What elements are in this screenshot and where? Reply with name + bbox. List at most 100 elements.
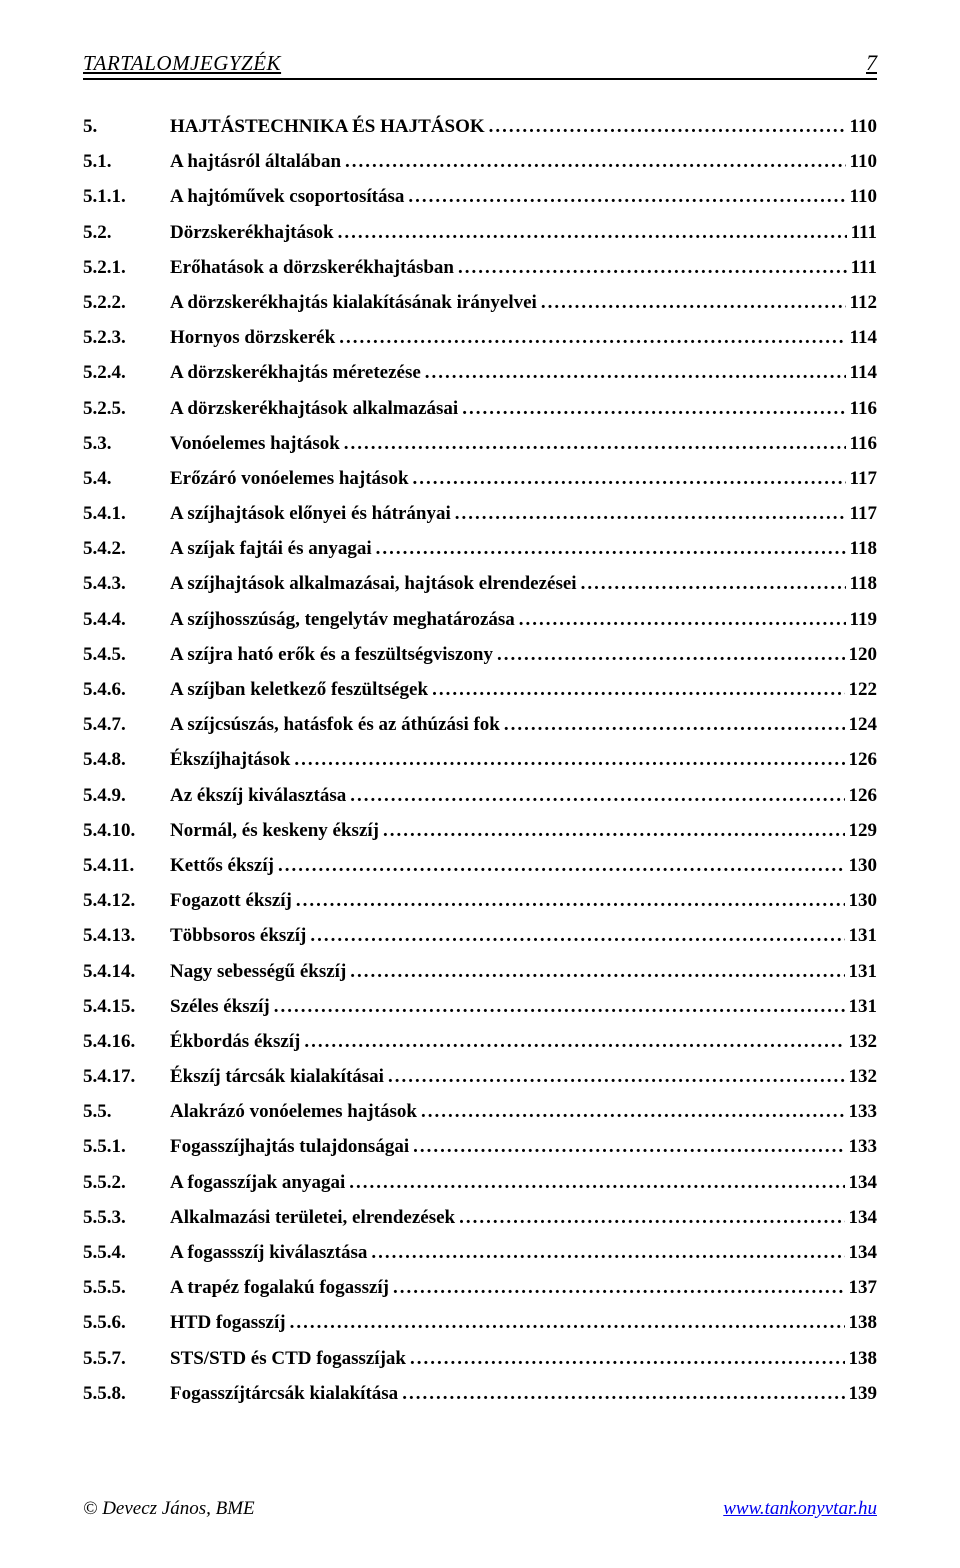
toc-leader-dots	[338, 222, 847, 244]
toc-entry-page: 112	[850, 292, 877, 314]
toc-entry-title: Fogasszíjtárcsák kialakítása	[170, 1383, 398, 1405]
author-name: Devecz János, BME	[102, 1498, 254, 1519]
toc-entry-page: 130	[849, 890, 878, 912]
toc-leader-dots	[294, 749, 844, 771]
toc-entry-number: 5.4.6.	[83, 679, 170, 701]
toc-entry-page: 114	[850, 327, 877, 349]
toc-leader-dots	[519, 609, 846, 631]
toc-entry-title: Alakrázó vonóelemes hajtások	[170, 1101, 417, 1123]
toc-entry-number: 5.5.8.	[83, 1383, 170, 1405]
toc-entry-title: Erőhatások a dörzskerékhajtásban	[170, 257, 454, 279]
toc-entry-number: 5.4.	[83, 468, 170, 490]
toc-entry-page: 131	[849, 961, 878, 983]
toc-entry: 5.5.5.A trapéz fogalakú fogasszíj137	[83, 1277, 877, 1299]
toc-entry-page: 129	[849, 820, 878, 842]
toc-entry-title: STS/STD és CTD fogasszíjak	[170, 1348, 406, 1370]
toc-leader-dots	[421, 1101, 845, 1123]
toc-entry-page: 132	[849, 1066, 878, 1088]
toc-leader-dots	[393, 1277, 844, 1299]
toc-entry-title: Nagy sebességű ékszíj	[170, 961, 346, 983]
toc-leader-dots	[296, 890, 845, 912]
toc-entry-number: 5.2.	[83, 222, 170, 244]
toc-entry-title: A dörzskerékhajtások alkalmazásai	[170, 398, 458, 420]
toc-entry-number: 5.4.3.	[83, 573, 170, 595]
toc-entry: 5.4.11.Kettős ékszíj130	[83, 855, 877, 877]
toc-leader-dots	[425, 362, 846, 384]
toc-leader-dots	[376, 538, 846, 560]
toc-entry-title: Hornyos dörzskerék	[170, 327, 335, 349]
page-header: TARTALOMJEGYZÉK 7	[83, 50, 877, 80]
toc-entry-title: A dörzskerékhajtás méretezése	[170, 362, 421, 384]
toc-entry-title: A szíjcsúszás, hatásfok és az áthúzási f…	[170, 714, 500, 736]
toc-entry-page: 117	[850, 503, 877, 525]
toc-entry-title: Vonóelemes hajtások	[170, 433, 340, 455]
toc-leader-dots	[371, 1242, 844, 1264]
toc-leader-dots	[310, 925, 844, 947]
toc-entry-number: 5.2.5.	[83, 398, 170, 420]
toc-entry-number: 5.4.8.	[83, 749, 170, 771]
toc-leader-dots	[304, 1031, 844, 1053]
toc-entry-number: 5.4.11.	[83, 855, 170, 877]
toc-entry: 5.4.8.Ékszíjhajtások 126	[83, 749, 877, 771]
toc-entry-number: 5.2.2.	[83, 292, 170, 314]
toc-leader-dots	[408, 186, 845, 208]
toc-leader-dots	[345, 151, 846, 173]
toc-entry-number: 5.3.	[83, 433, 170, 455]
toc-entry: 5.2.3.Hornyos dörzskerék114	[83, 327, 877, 349]
toc-entry-number: 5.2.1.	[83, 257, 170, 279]
toc-entry: 5.4.17.Ékszíj tárcsák kialakításai132	[83, 1066, 877, 1088]
toc-entry-title: Széles ékszíj	[170, 996, 270, 1018]
toc-entry-page: 126	[849, 749, 878, 771]
toc-entry-title: A szíjhosszúság, tengelytáv meghatározás…	[170, 609, 515, 631]
toc-entry: 5.HAJTÁSTECHNIKA ÉS HAJTÁSOK110	[83, 116, 877, 138]
toc-entry-title: Fogazott ékszíj	[170, 890, 292, 912]
toc-entry-page: 111	[851, 257, 877, 279]
copyright-symbol: ©	[83, 1498, 97, 1519]
toc-entry-title: Ékbordás ékszíj	[170, 1031, 300, 1053]
toc-entry: 5.2.4.A dörzskerékhajtás méretezése114	[83, 362, 877, 384]
toc-leader-dots	[581, 573, 846, 595]
toc-entry-page: 110	[850, 186, 877, 208]
toc-entry-number: 5.4.16.	[83, 1031, 170, 1053]
toc-leader-dots	[402, 1383, 844, 1405]
toc-entry: 5.4.4.A szíjhosszúság, tengelytáv meghat…	[83, 609, 877, 631]
toc-entry-title: Ékszíjhajtások	[170, 749, 290, 771]
toc-entry: 5.5.Alakrázó vonóelemes hajtások133	[83, 1101, 877, 1123]
toc-leader-dots	[455, 503, 846, 525]
footer-link[interactable]: www.tankonyvtar.hu	[723, 1498, 877, 1520]
toc-entry-page: 131	[849, 925, 878, 947]
toc-entry: 5.5.7.STS/STD és CTD fogasszíjak138	[83, 1348, 877, 1370]
toc-entry: 5.1.A hajtásról általában110	[83, 151, 877, 173]
toc-entry: 5.4.16.Ékbordás ékszíj132	[83, 1031, 877, 1053]
toc-entry: 5.3.Vonóelemes hajtások116	[83, 433, 877, 455]
toc-entry: 5.5.4.A fogassszíj kiválasztása134	[83, 1242, 877, 1264]
toc-entry-page: 130	[849, 855, 878, 877]
toc-entry-title: Fogasszíjhajtás tulajdonságai	[170, 1136, 409, 1158]
toc-leader-dots	[413, 1136, 844, 1158]
toc-leader-dots	[541, 292, 846, 314]
toc-entry-page: 120	[849, 644, 878, 666]
toc-entry-page: 110	[850, 151, 877, 173]
toc-entry-number: 5.5.5.	[83, 1277, 170, 1299]
toc-entry-title: Többsoros ékszíj	[170, 925, 306, 947]
toc-entry-title: Dörzskerékhajtások	[170, 222, 334, 244]
toc-entry-number: 5.4.4.	[83, 609, 170, 631]
toc-entry-page: 133	[849, 1101, 878, 1123]
toc-entry-number: 5.5.7.	[83, 1348, 170, 1370]
toc-leader-dots	[459, 1207, 844, 1229]
footer-author: © Devecz János, BME	[83, 1498, 255, 1520]
toc-entry-number: 5.4.17.	[83, 1066, 170, 1088]
toc-leader-dots	[410, 1348, 845, 1370]
toc-leader-dots	[383, 820, 845, 842]
toc-entry-number: 5.	[83, 116, 170, 138]
table-of-contents: 5.HAJTÁSTECHNIKA ÉS HAJTÁSOK1105.1.A haj…	[83, 116, 877, 1405]
toc-entry-title: HAJTÁSTECHNIKA ÉS HAJTÁSOK	[170, 116, 485, 138]
toc-entry-title: A hajtásról általában	[170, 151, 341, 173]
toc-entry: 5.4.9.Az ékszíj kiválasztása126	[83, 785, 877, 807]
toc-entry-page: 137	[849, 1277, 878, 1299]
toc-entry-title: A fogasszíjak anyagai	[170, 1172, 345, 1194]
toc-entry-title: A fogassszíj kiválasztása	[170, 1242, 367, 1264]
toc-entry-number: 5.2.4.	[83, 362, 170, 384]
toc-entry: 5.5.6.HTD fogasszíj138	[83, 1312, 877, 1334]
toc-entry: 5.5.3.Alkalmazási területei, elrendezése…	[83, 1207, 877, 1229]
